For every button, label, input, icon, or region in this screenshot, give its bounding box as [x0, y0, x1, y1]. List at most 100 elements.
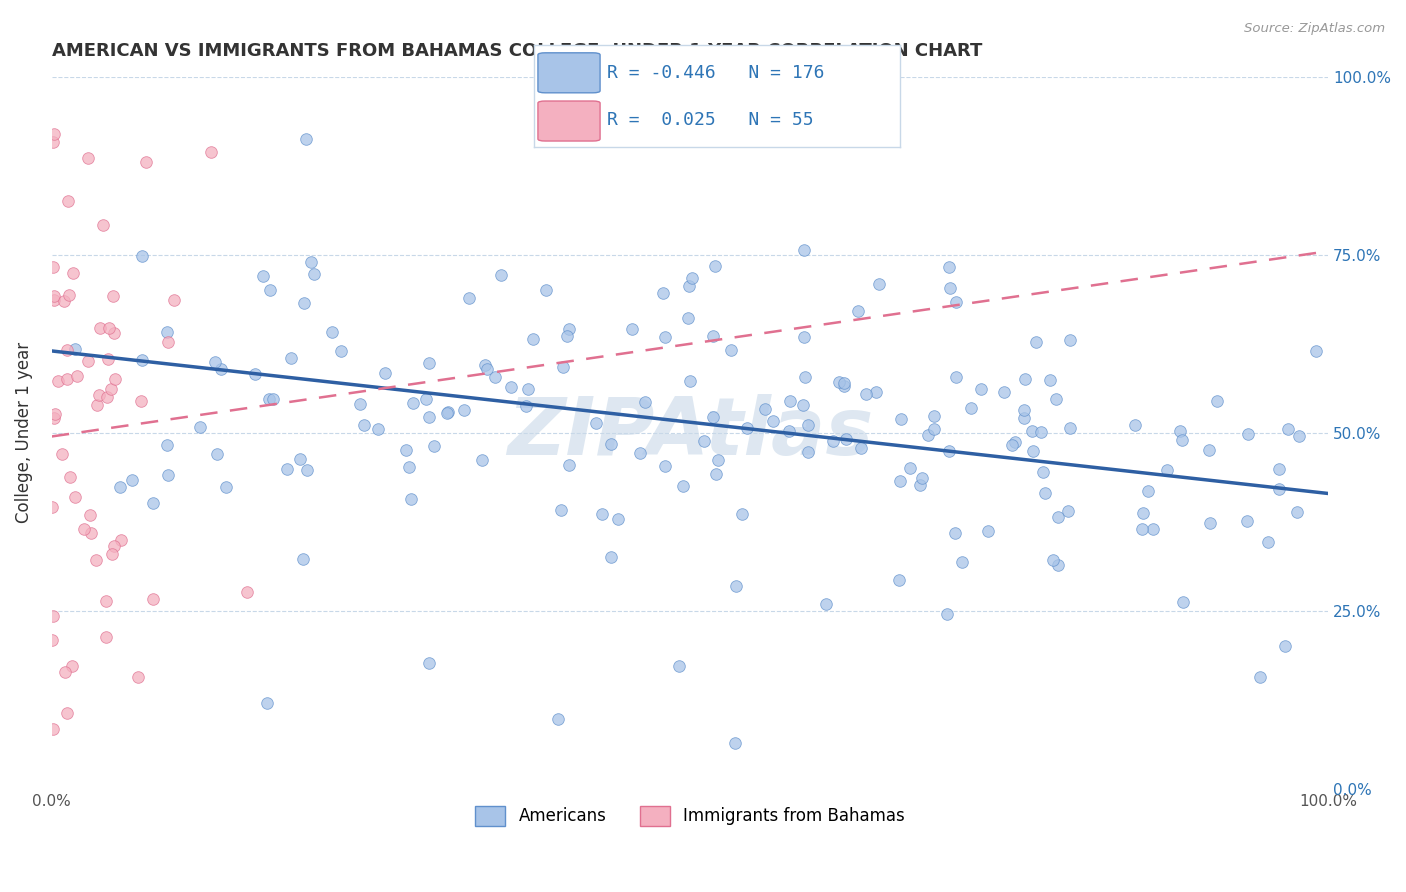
Point — [262, 392, 284, 407]
Point — [42, 260, 65, 275]
Point — [832, 379, 855, 393]
Point — [517, 382, 540, 396]
Point — [104, 372, 127, 386]
Point — [679, 374, 702, 388]
Point — [131, 353, 153, 368]
Point — [654, 459, 676, 474]
Point — [797, 445, 820, 459]
Point — [42, 609, 65, 624]
Point — [969, 382, 991, 396]
Text: AMERICAN VS IMMIGRANTS FROM BAHAMAS COLLEGE, UNDER 1 YEAR CORRELATION CHART: AMERICAN VS IMMIGRANTS FROM BAHAMAS COLL… — [52, 42, 983, 60]
Point — [188, 419, 211, 434]
Point — [51, 447, 73, 461]
Point — [945, 526, 967, 541]
Point — [1059, 421, 1081, 435]
Point — [214, 480, 236, 494]
Text: R =  0.025   N = 55: R = 0.025 N = 55 — [607, 111, 814, 129]
Point — [815, 597, 838, 611]
Point — [720, 343, 742, 357]
Point — [534, 283, 557, 297]
Point — [557, 458, 579, 472]
Point — [1132, 507, 1154, 521]
Point — [475, 362, 498, 376]
Point — [1274, 640, 1296, 654]
Point — [828, 375, 851, 389]
Point — [56, 706, 79, 720]
Point — [110, 533, 132, 547]
Point — [418, 356, 440, 370]
Point — [418, 657, 440, 671]
Point — [205, 447, 228, 461]
Point — [374, 366, 396, 380]
Point — [156, 325, 179, 339]
Point — [53, 293, 76, 308]
Point — [917, 428, 939, 442]
FancyBboxPatch shape — [538, 53, 600, 93]
Point — [157, 335, 180, 350]
Point — [515, 399, 537, 413]
Point — [399, 492, 422, 507]
Point — [910, 477, 932, 491]
Point — [80, 525, 103, 540]
Point — [1029, 425, 1052, 439]
Point — [103, 326, 125, 341]
Point — [96, 390, 118, 404]
Point — [97, 351, 120, 366]
Point — [724, 736, 747, 750]
Point — [294, 296, 316, 310]
Point — [44, 407, 66, 421]
Point — [600, 437, 623, 451]
Point — [86, 553, 108, 567]
Point — [259, 283, 281, 297]
Point — [621, 322, 644, 336]
Point — [522, 332, 544, 346]
Point — [256, 696, 278, 710]
Point — [1156, 463, 1178, 477]
Point — [44, 410, 66, 425]
Point — [1305, 343, 1327, 358]
Point — [245, 367, 267, 381]
Point — [299, 254, 322, 268]
Point — [938, 444, 960, 458]
Point — [704, 467, 727, 482]
Point — [821, 434, 844, 448]
Point — [1046, 509, 1069, 524]
Point — [890, 412, 912, 426]
Point — [349, 397, 371, 411]
Point — [56, 194, 79, 208]
Point — [607, 511, 630, 525]
Point — [591, 508, 613, 522]
Point — [103, 540, 125, 554]
Text: R = -0.446   N = 176: R = -0.446 N = 176 — [607, 64, 825, 82]
Point — [676, 311, 699, 326]
Point — [46, 374, 69, 388]
Point — [55, 371, 77, 385]
Point — [1001, 438, 1024, 452]
Point — [42, 127, 65, 141]
Point — [423, 439, 446, 453]
Point — [898, 460, 921, 475]
Point — [654, 330, 676, 344]
Point — [402, 395, 425, 409]
Point — [53, 665, 76, 680]
Point — [762, 413, 785, 427]
Point — [731, 507, 754, 521]
Point — [793, 369, 815, 384]
Point — [1199, 516, 1222, 530]
Point — [42, 723, 65, 737]
Point — [959, 401, 981, 415]
Point — [415, 392, 437, 406]
Point — [436, 406, 458, 420]
Point — [1057, 504, 1080, 518]
Point — [1032, 465, 1054, 479]
Point — [585, 416, 607, 430]
Point — [1004, 435, 1026, 450]
Point — [418, 409, 440, 424]
Point — [209, 361, 232, 376]
Point — [398, 460, 420, 475]
Point — [1059, 333, 1081, 347]
Point — [121, 473, 143, 487]
Point — [945, 370, 967, 384]
Point — [737, 421, 759, 435]
Point — [101, 289, 124, 303]
